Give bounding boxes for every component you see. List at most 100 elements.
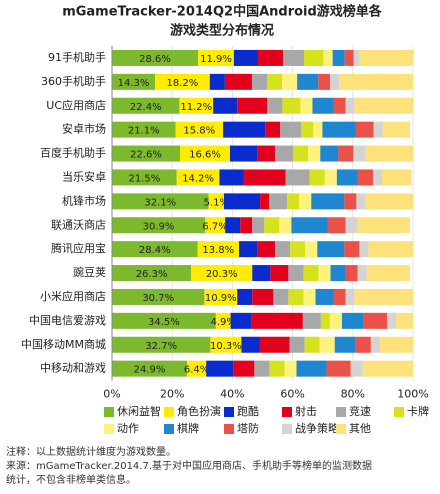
bar-segment bbox=[302, 312, 321, 329]
value-label: 28.6% bbox=[139, 54, 171, 65]
bar-segment bbox=[357, 169, 373, 186]
legend-swatch bbox=[224, 407, 234, 417]
value-label: 21.5% bbox=[128, 173, 160, 184]
bar-segment bbox=[275, 145, 294, 162]
bar-segment bbox=[304, 49, 324, 66]
bar-segment bbox=[296, 360, 327, 377]
bar-segment bbox=[239, 241, 258, 258]
bar-segment bbox=[345, 217, 358, 234]
bar-segment bbox=[264, 217, 280, 234]
x-tick-label: 80% bbox=[341, 388, 365, 401]
bar-segment bbox=[252, 288, 274, 305]
bar-segment bbox=[197, 241, 240, 258]
value-label: 32.7% bbox=[145, 341, 177, 352]
bar-segment bbox=[313, 121, 323, 138]
legend-label: 休闲益智 bbox=[117, 404, 161, 418]
bar-segment bbox=[224, 73, 252, 90]
bar-segment bbox=[257, 145, 276, 162]
bar-segment bbox=[240, 217, 253, 234]
bar-segment bbox=[387, 312, 397, 329]
bar-segment bbox=[322, 121, 356, 138]
value-label: 30.7% bbox=[142, 293, 174, 304]
bar-segment bbox=[326, 360, 351, 377]
bar-segment bbox=[176, 169, 220, 186]
category-label: 中国移动MM商城 bbox=[21, 337, 106, 351]
legend-swatch bbox=[282, 424, 292, 434]
category-label: 91手机助手 bbox=[48, 50, 106, 64]
bar-segment bbox=[254, 360, 270, 377]
bar-segment bbox=[363, 312, 388, 329]
bar-segment bbox=[241, 336, 260, 353]
category-label: 当乐安卓 bbox=[62, 169, 106, 183]
chart-title: 游戏类型分布情况 bbox=[170, 23, 274, 39]
bar-segment bbox=[205, 217, 226, 234]
bar-segment bbox=[287, 193, 300, 210]
value-label: 28.4% bbox=[139, 245, 171, 256]
bar-segment bbox=[290, 241, 306, 258]
bar-segment bbox=[333, 288, 346, 305]
bar-segment bbox=[112, 97, 180, 114]
bar-segment bbox=[112, 265, 192, 282]
bar-segment bbox=[345, 288, 355, 305]
bar-segment bbox=[345, 97, 355, 114]
bar-segment bbox=[280, 121, 302, 138]
bar-segment bbox=[382, 121, 410, 138]
value-label: 14.3% bbox=[118, 78, 150, 89]
bar-segment bbox=[230, 312, 252, 329]
bar-segment bbox=[270, 265, 289, 282]
value-label: 15.8% bbox=[183, 126, 215, 137]
bar-segment bbox=[279, 217, 292, 234]
bar-segment bbox=[368, 241, 413, 258]
bar-segment bbox=[233, 49, 258, 66]
bar-segment bbox=[350, 360, 363, 377]
legend-label: 跑酷 bbox=[237, 404, 259, 418]
bar-segment bbox=[237, 97, 268, 114]
category-label: 安卓市场 bbox=[62, 122, 106, 136]
bar-segment bbox=[215, 312, 231, 329]
bar-segment bbox=[233, 360, 255, 377]
bar-segment bbox=[191, 265, 253, 282]
bar-segment bbox=[359, 241, 369, 258]
legend-swatch bbox=[282, 407, 292, 417]
bar-segment bbox=[275, 241, 291, 258]
bar-segment bbox=[354, 288, 413, 305]
bar-segment bbox=[338, 145, 354, 162]
bar-segment bbox=[345, 265, 358, 282]
legend-label: 塔防 bbox=[237, 421, 259, 435]
legend-label: 棋牌 bbox=[177, 421, 199, 435]
bar-segment bbox=[112, 73, 156, 90]
legend-label: 射击 bbox=[295, 404, 317, 418]
x-tick-label: 100% bbox=[397, 388, 428, 401]
bar-segment bbox=[112, 217, 206, 234]
legend-swatch bbox=[104, 407, 114, 417]
bar-segment bbox=[112, 241, 198, 258]
bar-segment bbox=[365, 145, 413, 162]
value-label: 16.6% bbox=[189, 150, 221, 161]
bar-segment bbox=[365, 193, 413, 210]
bar-segment bbox=[257, 49, 283, 66]
legend-label: 动作 bbox=[117, 422, 139, 435]
bar-segment bbox=[336, 169, 358, 186]
legend-swatch bbox=[164, 407, 174, 417]
value-label: 6.4% bbox=[184, 365, 209, 376]
bar-segment bbox=[381, 169, 412, 186]
bar-segment bbox=[333, 97, 346, 114]
bar-segment bbox=[223, 121, 266, 138]
bar-segment bbox=[251, 312, 303, 329]
bar-segment bbox=[229, 145, 258, 162]
bar-segment bbox=[282, 49, 305, 66]
bar-segment bbox=[289, 336, 305, 353]
bar-segment bbox=[273, 288, 289, 305]
bar-segment bbox=[252, 217, 265, 234]
bar-segment bbox=[297, 73, 319, 90]
bar-segment bbox=[288, 288, 304, 305]
bar-segment bbox=[330, 265, 346, 282]
legend-swatch bbox=[336, 424, 346, 434]
bar-segment bbox=[315, 288, 334, 305]
value-label: 24.9% bbox=[134, 365, 166, 376]
bar-segment bbox=[291, 217, 328, 234]
category-label: 豌豆荚 bbox=[73, 265, 106, 279]
note: 统计，不包含非榜单类信息。 bbox=[6, 473, 136, 486]
value-label: 22.4% bbox=[130, 102, 162, 113]
bar-segment bbox=[320, 312, 330, 329]
